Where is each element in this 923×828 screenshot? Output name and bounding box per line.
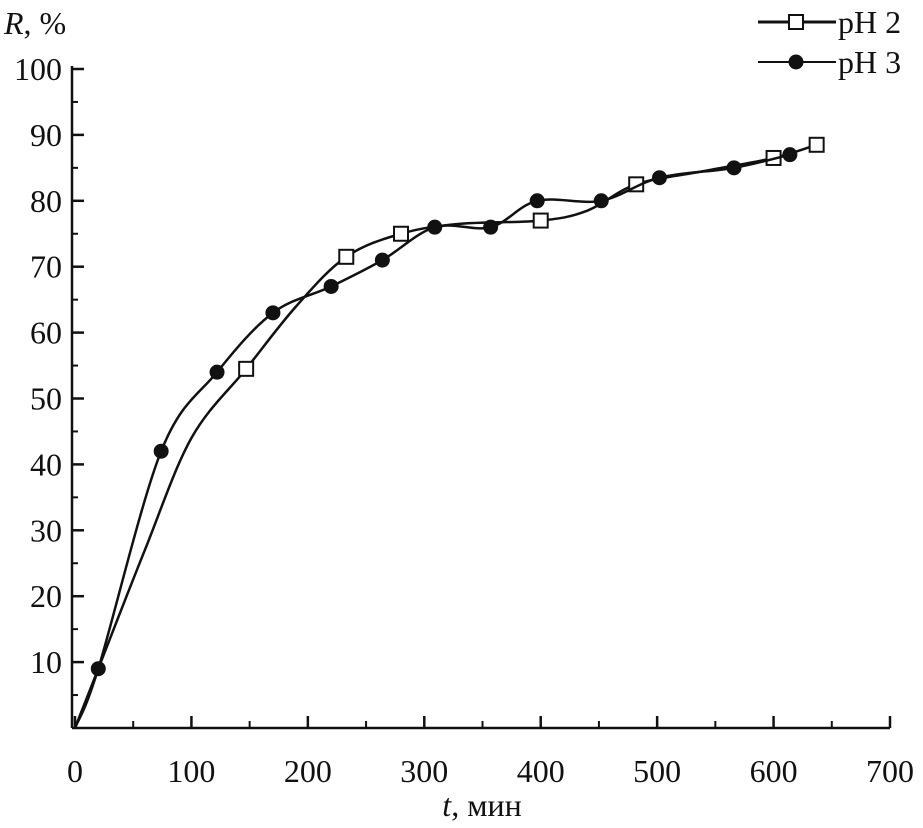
y-tick-label: 30 bbox=[30, 512, 62, 548]
y-ticks: 10 20 30 40 50 60 70 80 90 100 bbox=[14, 51, 84, 697]
x-tick-label: 600 bbox=[750, 753, 798, 789]
y-tick-label: 80 bbox=[30, 183, 62, 219]
x-tick-label: 300 bbox=[400, 753, 448, 789]
y-tick-label: 70 bbox=[30, 249, 62, 285]
y-tick-label: 90 bbox=[30, 117, 62, 153]
series-ph-3 bbox=[73, 147, 798, 729]
x-tick-label: 0 bbox=[67, 753, 83, 789]
y-axis-title: R, % bbox=[3, 5, 66, 41]
y-tick-label: 10 bbox=[30, 644, 62, 680]
legend-label-ph2: pH 2 bbox=[838, 4, 901, 40]
y-tick-label: 40 bbox=[30, 446, 62, 482]
x-tick-label: 200 bbox=[284, 753, 332, 789]
data-point-square bbox=[393, 225, 409, 242]
x-axis-unit: , мин bbox=[451, 787, 522, 823]
x-tick-label: 400 bbox=[517, 753, 565, 789]
axes: 10 20 30 40 50 60 70 80 90 100 0 100 200 300 400 500 60… bbox=[14, 51, 914, 789]
data-point-circle bbox=[593, 193, 609, 209]
data-point-circle bbox=[323, 278, 339, 294]
legend-item-ph3: pH 3 bbox=[758, 44, 901, 80]
data-point-circle bbox=[726, 160, 742, 176]
y-tick-label: 100 bbox=[14, 51, 62, 87]
data-point-square bbox=[532, 212, 549, 229]
legend-marker-ph3 bbox=[788, 54, 804, 70]
data-point-circle bbox=[782, 147, 798, 163]
x-tick-label: 500 bbox=[633, 753, 681, 789]
x-tick-label: 100 bbox=[167, 753, 215, 789]
data-point-circle bbox=[651, 170, 667, 186]
data-point-square bbox=[238, 360, 255, 377]
plot-series bbox=[73, 136, 825, 729]
series-line bbox=[73, 143, 818, 729]
data-point-circle bbox=[265, 305, 281, 321]
y-tick-label: 50 bbox=[30, 381, 62, 417]
data-point-circle bbox=[374, 252, 390, 268]
y-axis-variable: R bbox=[3, 5, 24, 41]
x-ticks: 0 100 200 300 400 500 600 700 bbox=[67, 716, 914, 789]
data-point-circle bbox=[209, 364, 225, 380]
data-point-circle bbox=[529, 193, 545, 209]
data-point-circle bbox=[427, 219, 443, 235]
y-tick-label: 20 bbox=[30, 578, 62, 614]
legend: pH 2 pH 3 bbox=[758, 4, 901, 80]
y-axis-unit: , % bbox=[24, 5, 67, 41]
legend-marker-ph2 bbox=[788, 14, 804, 30]
x-axis-title: t, мин bbox=[442, 787, 521, 823]
data-point-circle bbox=[483, 219, 499, 235]
series-line bbox=[73, 153, 791, 729]
data-point-circle bbox=[153, 443, 169, 459]
data-point-square bbox=[338, 248, 355, 265]
y-tick-label: 60 bbox=[30, 315, 62, 351]
data-point-circle bbox=[90, 661, 106, 677]
x-axis-variable: t bbox=[442, 787, 452, 823]
legend-item-ph2: pH 2 bbox=[758, 4, 901, 40]
legend-label-ph3: pH 3 bbox=[838, 44, 901, 80]
data-point-square bbox=[808, 136, 825, 153]
x-tick-label: 700 bbox=[866, 753, 914, 789]
